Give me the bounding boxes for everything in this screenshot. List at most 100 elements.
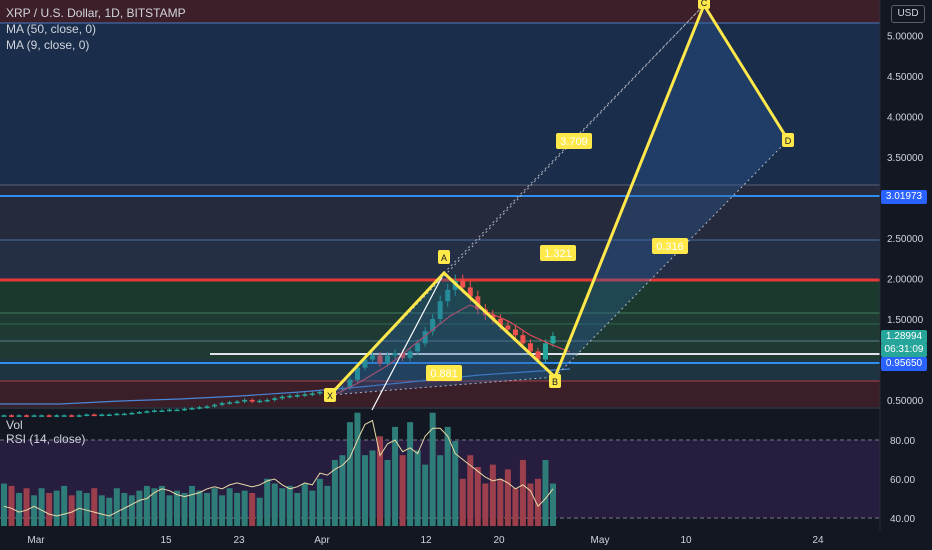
candle-body (422, 331, 428, 344)
candle-body (302, 394, 308, 396)
pattern-ratio-label: 1.321 (544, 248, 572, 260)
candle-body (385, 355, 391, 364)
candle-body (136, 412, 142, 414)
candle-body (347, 379, 353, 388)
volume-bar (256, 497, 263, 526)
candle-body (76, 415, 82, 417)
volume-bar (437, 455, 444, 526)
volume-bar (527, 483, 534, 526)
pattern-ratio-badge (556, 133, 592, 149)
pattern-point-label: D (785, 136, 792, 146)
volume-bar (181, 492, 188, 526)
volume-bar (173, 490, 180, 526)
volume-bar (429, 412, 436, 526)
volume-bar (264, 478, 271, 526)
candle-body (527, 343, 533, 352)
volume-bar (249, 492, 256, 526)
volume-bar (204, 492, 211, 526)
volume-bar (407, 422, 414, 526)
rsi-line (3, 419, 554, 517)
candle-body (9, 415, 15, 417)
volume-bar (38, 488, 45, 526)
x-tick-label: Apr (314, 535, 330, 546)
volume-bar (61, 485, 68, 526)
candle-body (309, 393, 315, 395)
y-tick-label: 4.50000 (887, 72, 924, 83)
volume-bar (136, 490, 143, 526)
candle-body (294, 395, 300, 397)
pattern-point-label: C (701, 0, 708, 8)
pattern-point-badge (782, 133, 794, 147)
candle-body (362, 359, 368, 368)
volume-bar (534, 478, 541, 526)
ma50-label: MA (50, close, 0) (6, 22, 97, 36)
pattern-ratio-badge (426, 365, 462, 381)
volume-bar (279, 488, 286, 526)
candle-body (16, 415, 22, 417)
volume-bar (286, 485, 293, 526)
pattern-ratio-label: 0.316 (656, 241, 684, 253)
candle-body (430, 319, 436, 332)
candle-body (415, 343, 421, 352)
x-tick-label: May (591, 535, 610, 546)
candle-body (61, 415, 67, 417)
currency-button[interactable]: USD (891, 5, 925, 23)
volume-bar (106, 497, 113, 526)
volume-bar (46, 492, 53, 526)
x-tick-label: 12 (420, 535, 432, 546)
candle-body (197, 407, 203, 409)
volume-bar (23, 488, 30, 526)
price-tag-last: 1.28994 (881, 330, 927, 344)
volume-bar (211, 488, 218, 526)
volume-bar (459, 478, 466, 526)
candle-body (91, 414, 97, 417)
x-tick-label: 24 (812, 535, 824, 546)
volume-bar (83, 492, 90, 526)
volume-bar (113, 488, 120, 526)
candle-body (166, 409, 172, 412)
candle-body (272, 398, 278, 400)
candle-body (99, 414, 105, 417)
volume-bar (474, 467, 481, 526)
candle-body (550, 336, 556, 344)
x-tick-label: 23 (233, 535, 245, 546)
x-tick-label: 15 (160, 535, 172, 546)
pattern-labels: X A B C D 0.881 3.709 1.321 0.316 (324, 0, 794, 402)
candle-body (445, 289, 451, 302)
volume-bar (482, 483, 489, 526)
pattern-point-badge (549, 374, 561, 388)
candle-body (69, 415, 75, 417)
candle-body (264, 399, 270, 402)
pattern-ratio-badge (652, 238, 688, 254)
volume-bar (121, 492, 128, 526)
volume-bar (550, 483, 556, 526)
volume-bar (497, 478, 504, 526)
pattern-point-label: A (441, 253, 447, 263)
price-tag-upper-level: 3.01973 (881, 190, 927, 204)
candle-body (400, 353, 406, 358)
candle-body (121, 413, 127, 416)
volume-bar (219, 495, 226, 526)
candle-body (370, 355, 376, 360)
pattern-point-label: X (327, 391, 333, 401)
volume-bar (512, 488, 519, 526)
volume-bar (399, 455, 406, 526)
candle-body (189, 408, 195, 410)
volume-bar (1, 483, 7, 526)
candle-body (219, 403, 225, 405)
volume-bar (271, 483, 278, 526)
volume-bar (189, 485, 196, 526)
candle-body (181, 408, 187, 411)
volume-bar (143, 485, 150, 526)
volume-bar (377, 436, 384, 526)
candle-body (460, 280, 466, 288)
candle-body (535, 351, 541, 360)
candle-body (46, 415, 52, 417)
volume-bar (151, 488, 158, 526)
volume-bar (324, 485, 331, 526)
volume-bar (241, 490, 248, 526)
candle-body (106, 414, 112, 417)
rsi-polyline (3, 419, 554, 517)
volume-bar (339, 455, 346, 526)
